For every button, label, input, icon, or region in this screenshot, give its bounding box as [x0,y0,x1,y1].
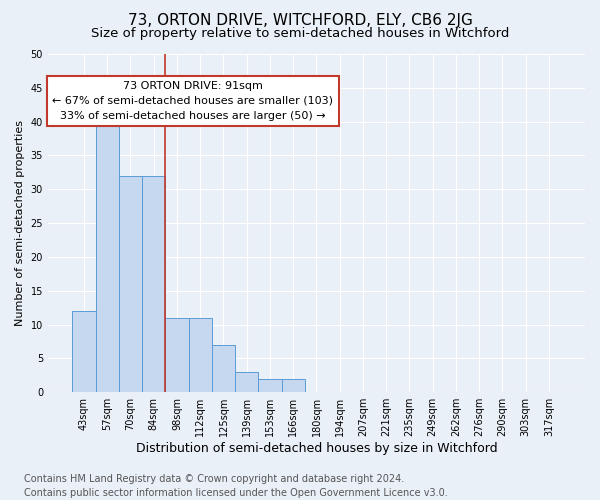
Bar [73,311,95,392]
Y-axis label: Number of semi-detached properties: Number of semi-detached properties [15,120,25,326]
Bar [235,372,259,392]
X-axis label: Distribution of semi-detached houses by size in Witchford: Distribution of semi-detached houses by … [136,442,497,455]
Bar [259,378,281,392]
Bar [166,318,188,392]
Bar [188,318,212,392]
Bar [212,345,235,392]
Text: 73, ORTON DRIVE, WITCHFORD, ELY, CB6 2JG: 73, ORTON DRIVE, WITCHFORD, ELY, CB6 2JG [128,12,472,28]
Text: Contains HM Land Registry data © Crown copyright and database right 2024.
Contai: Contains HM Land Registry data © Crown c… [24,474,448,498]
Bar [281,378,305,392]
Bar [142,176,166,392]
Text: Size of property relative to semi-detached houses in Witchford: Size of property relative to semi-detach… [91,28,509,40]
Text: 73 ORTON DRIVE: 91sqm
← 67% of semi-detached houses are smaller (103)
33% of sem: 73 ORTON DRIVE: 91sqm ← 67% of semi-deta… [52,81,334,120]
Bar [95,115,119,392]
Bar [119,176,142,392]
